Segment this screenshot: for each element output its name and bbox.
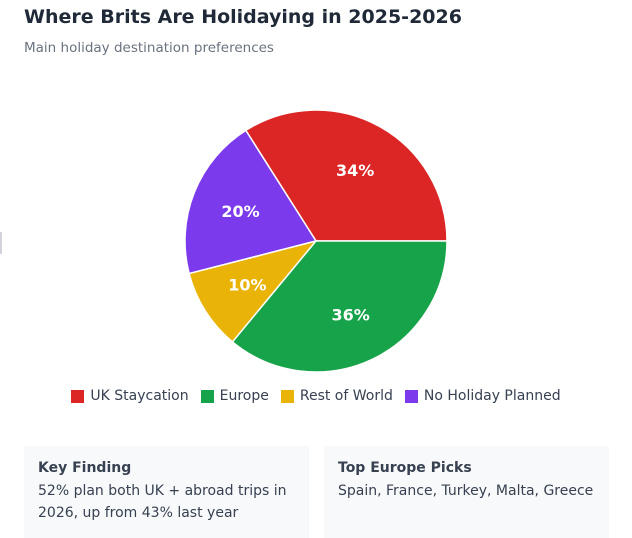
pie-data-label: 36% [331, 306, 369, 325]
pie-slice-europe [231, 240, 448, 373]
legend-swatch [200, 389, 214, 403]
card-text: Spain, France, Turkey, Malta, Greece [338, 480, 595, 502]
legend-item-europe: Europe [200, 388, 269, 404]
pie-data-label: 20% [221, 202, 259, 221]
key-finding-card: Key Finding 52% plan both UK + abroad tr… [24, 446, 309, 538]
pie-slice-rest-of-world [188, 239, 319, 343]
card-title: Key Finding [38, 460, 132, 476]
legend-item-no-holiday: No Holiday Planned [404, 388, 561, 404]
legend-label: No Holiday Planned [423, 388, 561, 404]
legend-label: UK Staycation [90, 388, 189, 404]
chart-legend: UK Staycation Europe Rest of World No Ho… [0, 388, 632, 404]
legend-swatch [71, 389, 85, 403]
pie-data-label: 10% [228, 276, 266, 295]
pie-slice-uk-staycation [244, 109, 448, 242]
chart-title: Where Brits Are Holidaying in 2025-2026 [24, 6, 462, 28]
pie-slice-no-holiday-planned [184, 129, 318, 275]
legend-label: Europe [219, 388, 269, 404]
legend-swatch [280, 389, 294, 403]
card-text: 52% plan both UK + abroad trips in 2026,… [38, 480, 295, 524]
legend-swatch [404, 389, 418, 403]
card-text-line: 2026, up from 43% last year [38, 505, 239, 521]
card-text-line: Spain, France, Turkey, Malta, Greece [338, 483, 594, 499]
legend-label: Rest of World [299, 388, 393, 404]
legend-item-uk-staycation: UK Staycation [71, 388, 189, 404]
chart-subtitle: Main holiday destination preferences [24, 40, 274, 56]
pie-chart: 34% 20% 10% 36% [184, 109, 448, 373]
card-text-line: 52% plan both UK + abroad trips in [38, 483, 287, 499]
edge-divider [0, 232, 2, 254]
top-europe-picks-card: Top Europe Picks Spain, France, Turkey, … [324, 446, 609, 538]
legend-item-rest-of-world: Rest of World [280, 388, 393, 404]
pie-data-label: 34% [336, 161, 374, 180]
card-title: Top Europe Picks [338, 460, 472, 476]
